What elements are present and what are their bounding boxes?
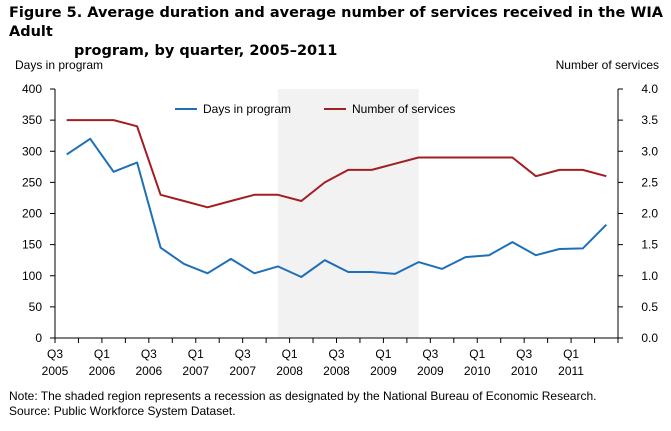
x-axis-tick-label-quarter: Q1 (282, 347, 298, 361)
x-axis-tick-label-year: 2008 (276, 364, 303, 378)
x-axis-tick-label-quarter: Q1 (563, 347, 579, 361)
y-axis-left-label: Days in program (15, 58, 104, 72)
x-axis-tick-label-quarter: Q3 (516, 347, 532, 361)
y-axis-right-label: Number of services (555, 58, 659, 72)
x-axis-tick-label-year: 2006 (89, 364, 116, 378)
y-axis-right-tick-label: 2.0 (641, 207, 658, 221)
chart-title-line-2: program, by quarter, 2005–2011 (74, 43, 338, 59)
series-line-number-of-services (66, 119, 607, 209)
x-axis-tick-label-year: 2008 (323, 364, 350, 378)
x-axis-tick-label-year: 2010 (464, 364, 491, 378)
x-axis-tick-label-quarter: Q1 (469, 347, 485, 361)
legend-label-days-in-program: Days in program (203, 102, 291, 116)
note-text: Note: The shaded region represents a rec… (9, 389, 597, 403)
y-axis-right-tick-label: 1.5 (641, 238, 658, 252)
y-axis-left-tick-label: 150 (22, 238, 42, 252)
y-axis-left-tick-label: 300 (22, 144, 42, 158)
y-axis-right-tick-label: 2.5 (641, 175, 658, 189)
x-axis-tick-label-year: 2010 (511, 364, 538, 378)
x-axis-tick-label-year: 2009 (370, 364, 397, 378)
y-axis-right-tick-label: 0.5 (641, 300, 658, 314)
x-axis-tick-label-year: 2009 (417, 364, 444, 378)
x-axis-tick-label-quarter: Q3 (47, 347, 63, 361)
series-line-days-in-program (66, 137, 608, 278)
y-axis-left-tick-label: 100 (22, 269, 42, 283)
legend-label-number-of-services: Number of services (352, 102, 455, 116)
x-axis-tick-label-quarter: Q3 (328, 347, 344, 361)
recession-shading (277, 89, 419, 338)
x-axis-tick-label-year: 2005 (42, 364, 69, 378)
x-axis-tick-label-quarter: Q3 (235, 347, 251, 361)
x-axis-tick-label-quarter: Q1 (188, 347, 204, 361)
y-axis-left-tick-label: 350 (22, 113, 42, 127)
x-axis-tick-label-quarter: Q3 (141, 347, 157, 361)
y-axis-left-tick-label: 50 (29, 300, 43, 314)
chart-title-line-1: Figure 5. Average duration and average n… (9, 5, 663, 40)
y-axis-right-tick-label: 0.0 (641, 331, 658, 345)
y-axis-right-tick-label: 3.5 (641, 113, 658, 127)
y-axis-right-tick-label: 1.0 (641, 269, 658, 283)
x-axis-tick-label-year: 2007 (229, 364, 256, 378)
x-axis-tick-label-quarter: Q1 (375, 347, 391, 361)
x-axis-tick-label-year: 2006 (135, 364, 162, 378)
x-axis-tick-label-year: 2007 (182, 364, 209, 378)
x-axis-tick-label-quarter: Q3 (422, 347, 438, 361)
y-axis-left-tick-label: 250 (22, 175, 42, 189)
source-text: Source: Public Workforce System Dataset. (9, 404, 236, 418)
y-axis-right-tick-label: 4.0 (641, 82, 658, 96)
y-axis-left-tick-label: 200 (22, 207, 42, 221)
chart-title: Figure 5. Average duration and average n… (9, 4, 664, 61)
x-axis-tick-label-year: 2011 (558, 364, 584, 378)
y-axis-left-tick-label: 0 (35, 331, 42, 345)
chart-note: Note: The shaded region represents a rec… (9, 389, 596, 419)
y-axis-left-tick-label: 400 (22, 82, 42, 96)
x-axis-tick-label-quarter: Q1 (94, 347, 110, 361)
y-axis-right-tick-label: 3.0 (641, 144, 658, 158)
